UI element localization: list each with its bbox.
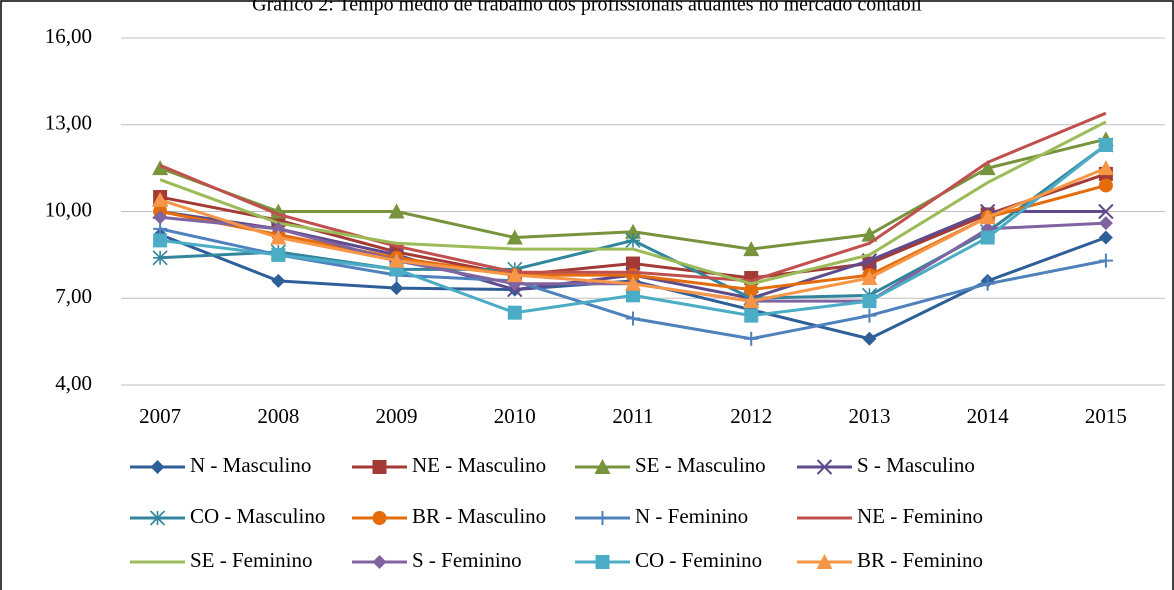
data-point	[507, 305, 522, 320]
legend-label: CO - Feminino	[635, 548, 762, 572]
data-point	[1098, 253, 1113, 268]
y-tick-label: 13,00	[45, 111, 92, 135]
data-point	[1098, 178, 1113, 193]
data-point	[626, 288, 640, 303]
legend-label: SE - Masculino	[635, 453, 766, 477]
legend-label: CO - Masculino	[190, 504, 325, 528]
data-point	[862, 294, 877, 309]
x-tick-label: 2009	[376, 404, 418, 428]
legend-label: SE - Feminino	[190, 548, 313, 572]
data-point	[1098, 137, 1113, 152]
data-point	[744, 282, 759, 297]
x-tick-label: 2008	[257, 404, 299, 428]
data-point	[152, 160, 169, 176]
data-point	[1098, 203, 1114, 220]
data-point	[743, 293, 760, 309]
data-point	[271, 247, 286, 262]
legend-label: NE - Feminino	[857, 504, 983, 528]
data-point	[979, 160, 996, 176]
data-point	[270, 229, 287, 245]
legend-marker	[372, 460, 387, 474]
data-point	[152, 250, 168, 266]
data-point	[626, 256, 640, 271]
legend-marker	[816, 554, 833, 569]
data-point	[980, 230, 995, 245]
legend-label: BR - Masculino	[412, 504, 546, 528]
legend-marker	[594, 459, 611, 474]
legend-marker	[372, 511, 387, 525]
x-tick-label: 2013	[848, 404, 890, 428]
legend-marker	[595, 511, 610, 525]
x-tick-label: 2015	[1085, 404, 1127, 428]
legend-label: S - Feminino	[412, 548, 522, 572]
legend-label: NE - Masculino	[412, 453, 546, 477]
data-point	[626, 311, 640, 326]
legend-marker	[372, 555, 387, 569]
x-tick-label: 2012	[730, 404, 772, 428]
data-point	[744, 308, 759, 323]
legend-marker	[150, 460, 165, 474]
data-point	[861, 270, 878, 286]
legend-label: BR - Feminino	[857, 548, 983, 572]
data-point	[1098, 230, 1113, 245]
legend-label: N - Feminino	[635, 504, 748, 528]
series-line	[159, 120, 1107, 286]
data-point	[1097, 160, 1114, 176]
data-point	[388, 252, 405, 268]
x-tick-label: 2014	[967, 404, 1010, 428]
data-point	[862, 308, 877, 323]
x-tick-label: 2011	[612, 404, 653, 428]
data-point	[388, 203, 405, 219]
legend-marker	[816, 459, 833, 475]
data-point	[743, 241, 760, 257]
x-tick-label: 2007	[139, 404, 181, 428]
data-point	[861, 226, 878, 242]
legend-marker	[149, 510, 166, 526]
data-point	[506, 267, 523, 283]
legend-marker	[595, 555, 610, 569]
y-tick-label: 4,00	[55, 371, 92, 395]
data-point	[389, 281, 404, 296]
legend-label: S - Masculino	[857, 453, 975, 477]
y-tick-label: 10,00	[45, 197, 92, 221]
data-point	[625, 223, 641, 239]
y-tick-label: 16,00	[45, 24, 92, 48]
y-tick-label: 7,00	[55, 284, 92, 308]
data-point	[625, 232, 641, 248]
data-point	[271, 221, 286, 236]
data-point	[979, 209, 996, 225]
data-point	[153, 210, 168, 225]
data-point	[625, 275, 641, 291]
data-point	[980, 276, 995, 291]
legend-label: N - Masculino	[190, 453, 311, 477]
chart-title: Gráfico 2: Tempo médio de trabalho dos p…	[252, 0, 922, 16]
data-point	[1098, 216, 1113, 231]
data-point	[862, 331, 877, 346]
data-point	[744, 331, 759, 346]
data-point	[271, 273, 286, 288]
data-point	[152, 191, 169, 207]
data-point	[506, 229, 523, 245]
data-point	[153, 233, 168, 248]
series-line	[159, 111, 1107, 283]
x-tick-label: 2010	[494, 404, 536, 428]
